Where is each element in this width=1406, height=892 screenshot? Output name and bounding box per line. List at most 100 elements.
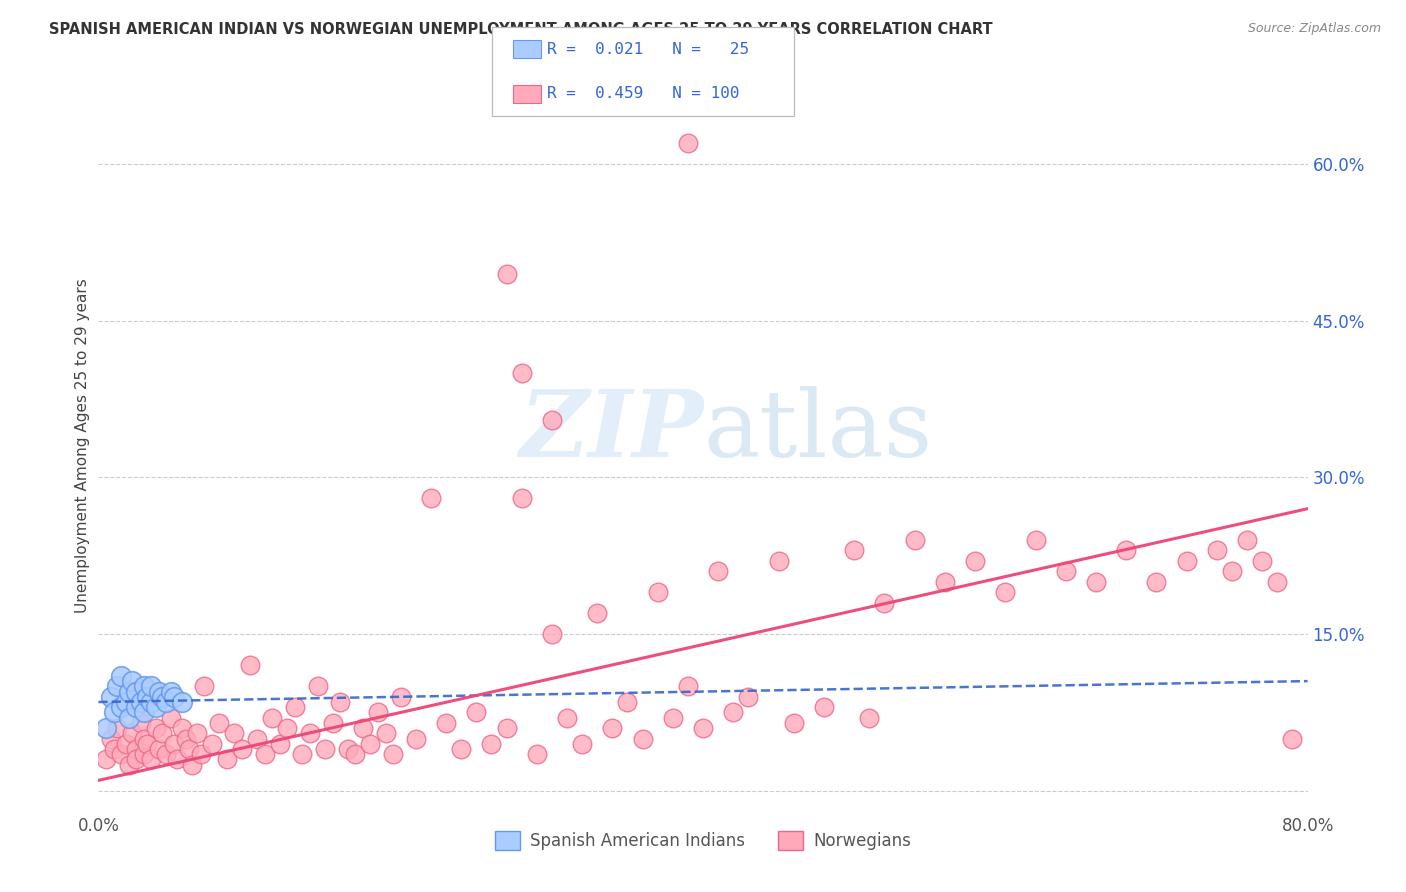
Point	[344, 747, 367, 762]
Point	[707, 565, 730, 579]
Point	[858, 711, 880, 725]
Point	[135, 737, 157, 751]
Point	[284, 700, 307, 714]
Point	[135, 690, 157, 704]
Point	[291, 747, 314, 762]
Point	[208, 715, 231, 730]
Text: Source: ZipAtlas.com: Source: ZipAtlas.com	[1247, 22, 1381, 36]
Point	[1175, 554, 1198, 568]
Point	[352, 721, 374, 735]
Point	[181, 757, 204, 772]
Point	[322, 715, 344, 730]
Point	[647, 585, 669, 599]
Point	[110, 700, 132, 714]
Point	[540, 413, 562, 427]
Legend: Spanish American Indians, Norwegians: Spanish American Indians, Norwegians	[486, 822, 920, 858]
Point	[1085, 574, 1108, 589]
Point	[465, 706, 488, 720]
Point	[934, 574, 956, 589]
Point	[132, 679, 155, 693]
Point	[382, 747, 405, 762]
Point	[1251, 554, 1274, 568]
Point	[174, 731, 197, 746]
Text: SPANISH AMERICAN INDIAN VS NORWEGIAN UNEMPLOYMENT AMONG AGES 25 TO 29 YEARS CORR: SPANISH AMERICAN INDIAN VS NORWEGIAN UNE…	[49, 22, 993, 37]
Point	[540, 627, 562, 641]
Text: atlas: atlas	[703, 386, 932, 476]
Point	[118, 757, 141, 772]
Point	[193, 679, 215, 693]
Point	[336, 742, 359, 756]
Point	[132, 706, 155, 720]
Point	[510, 366, 533, 380]
Point	[105, 679, 128, 693]
Point	[994, 585, 1017, 599]
Point	[1024, 533, 1046, 547]
Point	[420, 491, 443, 506]
Point	[1281, 731, 1303, 746]
Point	[276, 721, 298, 735]
Point	[141, 695, 163, 709]
Point	[186, 726, 208, 740]
Point	[262, 711, 284, 725]
Point	[676, 136, 699, 150]
Point	[495, 721, 517, 735]
Point	[110, 747, 132, 762]
Point	[103, 742, 125, 756]
Point	[155, 747, 177, 762]
Point	[526, 747, 548, 762]
Point	[768, 554, 790, 568]
Point	[253, 747, 276, 762]
Point	[155, 695, 177, 709]
Point	[132, 747, 155, 762]
Point	[367, 706, 389, 720]
Point	[692, 721, 714, 735]
Point	[125, 742, 148, 756]
Point	[314, 742, 336, 756]
Point	[1236, 533, 1258, 547]
Point	[118, 684, 141, 698]
Point	[160, 711, 183, 725]
Point	[231, 742, 253, 756]
Point	[141, 752, 163, 766]
Point	[163, 737, 186, 751]
Point	[571, 737, 593, 751]
Point	[170, 695, 193, 709]
Point	[844, 543, 866, 558]
Point	[510, 491, 533, 506]
Point	[1267, 574, 1289, 589]
Point	[1144, 574, 1167, 589]
Point	[783, 715, 806, 730]
Point	[150, 726, 173, 740]
Point	[94, 721, 117, 735]
Point	[269, 737, 291, 751]
Text: ZIP: ZIP	[519, 386, 703, 476]
Point	[737, 690, 759, 704]
Point	[166, 752, 188, 766]
Point	[190, 747, 212, 762]
Point	[586, 606, 609, 620]
Point	[1115, 543, 1137, 558]
Point	[307, 679, 329, 693]
Point	[616, 695, 638, 709]
Point	[481, 737, 503, 751]
Text: R =  0.021   N =   25: R = 0.021 N = 25	[547, 42, 749, 56]
Point	[150, 690, 173, 704]
Point	[125, 752, 148, 766]
Y-axis label: Unemployment Among Ages 25 to 29 years: Unemployment Among Ages 25 to 29 years	[75, 278, 90, 614]
Point	[201, 737, 224, 751]
Point	[103, 706, 125, 720]
Point	[602, 721, 624, 735]
Point	[329, 695, 352, 709]
Point	[121, 674, 143, 689]
Point	[405, 731, 427, 746]
Point	[125, 700, 148, 714]
Point	[129, 715, 152, 730]
Point	[813, 700, 835, 714]
Point	[1220, 565, 1243, 579]
Point	[246, 731, 269, 746]
Point	[100, 690, 122, 704]
Point	[125, 684, 148, 698]
Point	[450, 742, 472, 756]
Point	[215, 752, 238, 766]
Point	[132, 731, 155, 746]
